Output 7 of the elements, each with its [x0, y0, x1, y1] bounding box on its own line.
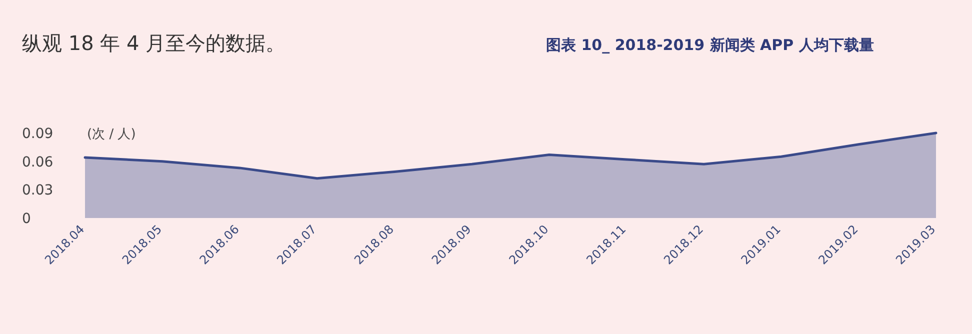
chart-subtitle: 图表 10_ 2018-2019 新闻类 APP 人均下载量: [546, 36, 874, 54]
y-tick-label: 0.06: [22, 154, 54, 170]
y-tick-label: 0.09: [22, 126, 54, 142]
y-tick-label: 0: [22, 211, 31, 227]
chart-title: 纵观 18 年 4 月至今的数据。: [22, 31, 286, 55]
y-axis-title: (次 / 人): [87, 127, 136, 142]
y-tick-label: 0.03: [22, 182, 54, 199]
